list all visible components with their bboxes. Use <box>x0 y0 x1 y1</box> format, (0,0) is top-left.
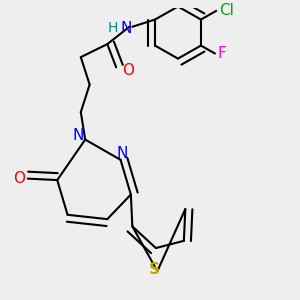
Text: Cl: Cl <box>219 3 234 18</box>
Text: O: O <box>13 171 25 186</box>
Text: H: H <box>108 21 119 35</box>
Text: N: N <box>121 21 132 36</box>
Text: S: S <box>149 262 160 277</box>
Text: F: F <box>218 46 227 61</box>
Text: N: N <box>72 128 83 143</box>
Text: O: O <box>122 63 134 78</box>
Text: N: N <box>116 146 128 161</box>
